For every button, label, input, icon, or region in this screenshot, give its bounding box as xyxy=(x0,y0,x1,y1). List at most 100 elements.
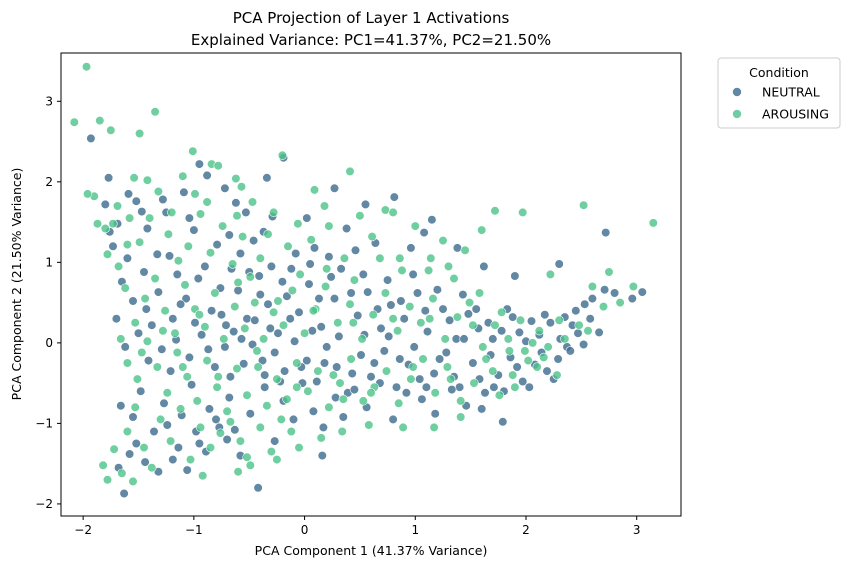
point-arousing xyxy=(438,236,448,246)
point-arousing xyxy=(394,398,404,408)
point-neutral xyxy=(383,275,393,285)
point-arousing xyxy=(324,221,334,231)
point-neutral xyxy=(471,304,481,314)
point-neutral xyxy=(270,347,280,358)
point-neutral xyxy=(290,336,300,346)
y-axis-ticks: −2 −1 0 1 2 3 xyxy=(35,94,61,511)
point-arousing xyxy=(300,328,310,338)
point-neutral xyxy=(307,326,317,336)
point-neutral xyxy=(432,285,443,295)
point-neutral xyxy=(565,346,575,356)
point-neutral xyxy=(353,310,363,321)
point-neutral xyxy=(420,306,430,316)
point-arousing xyxy=(283,241,293,251)
point-arousing xyxy=(481,354,491,364)
point-arousing xyxy=(266,447,277,457)
point-arousing xyxy=(474,288,485,298)
point-arousing xyxy=(167,207,177,217)
point-neutral xyxy=(363,287,373,297)
point-neutral xyxy=(573,328,583,338)
point-neutral xyxy=(319,358,330,368)
point-arousing xyxy=(247,197,258,207)
point-neutral xyxy=(133,328,144,338)
point-neutral xyxy=(419,228,429,238)
point-arousing xyxy=(406,374,416,384)
point-neutral xyxy=(189,225,199,235)
point-arousing xyxy=(109,444,119,454)
point-arousing xyxy=(230,302,240,312)
point-neutral xyxy=(458,290,468,300)
point-neutral xyxy=(451,334,461,344)
point-arousing xyxy=(449,273,459,284)
point-arousing xyxy=(508,370,518,380)
point-neutral xyxy=(194,159,204,169)
chart-title: PCA Projection of Layer 1 Activations xyxy=(233,9,510,27)
point-arousing xyxy=(102,249,113,259)
point-neutral xyxy=(571,306,581,316)
point-neutral xyxy=(224,393,234,403)
point-neutral xyxy=(172,269,182,280)
point-arousing xyxy=(380,205,391,215)
point-neutral xyxy=(445,315,455,325)
point-arousing xyxy=(510,382,520,392)
point-arousing xyxy=(554,315,564,325)
point-neutral xyxy=(338,412,348,422)
point-neutral xyxy=(308,406,319,416)
point-neutral xyxy=(336,264,346,274)
point-arousing xyxy=(380,288,391,298)
point-arousing xyxy=(405,302,415,312)
point-arousing xyxy=(132,374,142,384)
point-neutral xyxy=(120,342,130,352)
point-arousing xyxy=(393,326,403,336)
point-arousing xyxy=(276,414,286,425)
point-arousing xyxy=(212,382,222,392)
point-neutral xyxy=(212,240,222,250)
point-arousing xyxy=(182,372,192,382)
point-arousing xyxy=(426,253,436,263)
point-arousing xyxy=(381,366,392,376)
point-neutral xyxy=(459,334,469,344)
point-neutral xyxy=(229,327,239,337)
point-neutral xyxy=(241,207,251,217)
point-arousing xyxy=(128,476,138,487)
point-arousing xyxy=(163,229,173,239)
point-arousing xyxy=(122,426,132,437)
point-arousing xyxy=(460,245,470,255)
point-arousing xyxy=(587,281,598,292)
point-arousing xyxy=(443,261,454,272)
point-neutral xyxy=(314,294,324,304)
point-arousing xyxy=(130,318,140,328)
point-neutral xyxy=(286,264,296,274)
point-arousing xyxy=(430,388,440,398)
y-tick-label: 0 xyxy=(45,336,53,350)
point-neutral xyxy=(125,449,135,459)
point-arousing xyxy=(424,265,434,276)
point-arousing xyxy=(604,267,614,277)
point-arousing xyxy=(240,323,250,334)
point-arousing xyxy=(539,352,549,363)
point-neutral xyxy=(356,350,366,360)
point-arousing xyxy=(598,302,609,312)
point-neutral xyxy=(103,173,114,183)
point-arousing xyxy=(560,334,570,344)
point-arousing xyxy=(81,62,92,72)
point-arousing xyxy=(446,374,456,384)
point-neutral xyxy=(207,306,217,316)
point-arousing xyxy=(368,310,378,320)
point-neutral xyxy=(438,304,448,314)
point-neutral xyxy=(153,287,163,297)
point-neutral xyxy=(526,316,537,326)
point-arousing xyxy=(106,125,116,135)
point-neutral xyxy=(318,422,329,433)
point-neutral xyxy=(512,362,522,372)
point-arousing xyxy=(322,264,332,274)
point-arousing xyxy=(357,334,367,344)
point-arousing xyxy=(200,322,210,332)
point-neutral xyxy=(508,312,518,322)
point-arousing xyxy=(188,146,198,156)
point-neutral xyxy=(452,243,463,253)
point-arousing xyxy=(185,455,196,465)
point-neutral xyxy=(230,425,240,435)
point-arousing xyxy=(272,374,282,384)
point-neutral xyxy=(119,488,129,499)
